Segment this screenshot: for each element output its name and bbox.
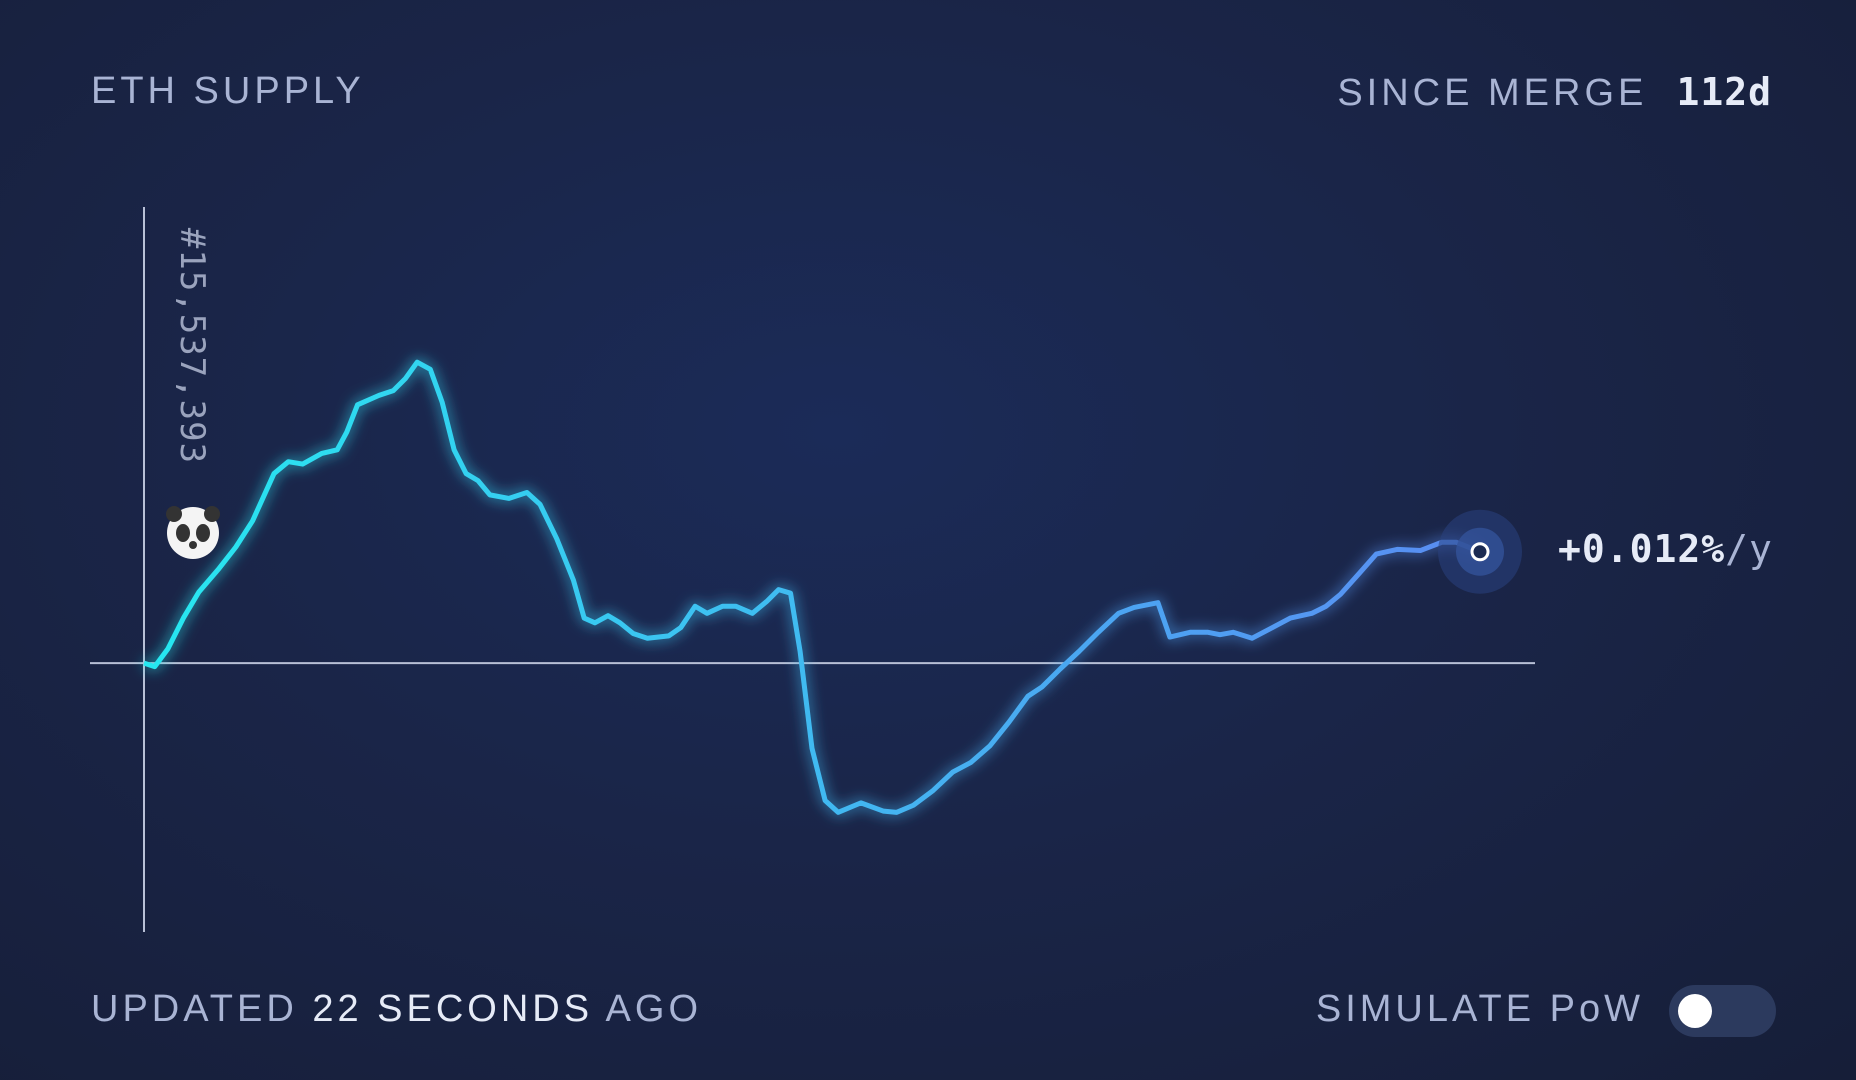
since-label: SINCE MERGE	[1337, 72, 1648, 114]
toggle-label: SIMULATE PoW	[1315, 988, 1644, 1030]
supply-line	[143, 359, 1481, 815]
updated: UPDATED 22 SECONDS AGO	[91, 988, 702, 1031]
widget-title: ETH SUPPLY	[91, 70, 365, 112]
rate-unit: /y	[1725, 527, 1773, 571]
since-value: 112d	[1676, 70, 1772, 114]
pow-toggle[interactable]	[1669, 985, 1776, 1037]
rate-label: +0.012%/y	[1558, 527, 1773, 571]
updated-time: 22 SECONDS	[312, 988, 594, 1030]
rate-value: +0.012%	[1558, 527, 1726, 571]
updated-prefix: UPDATED	[91, 988, 298, 1030]
merge-block-label: #15,537,393	[172, 227, 212, 465]
since-merge: SINCE MERGE 112d	[1337, 70, 1772, 115]
end-point	[1470, 542, 1490, 562]
toggle-knob	[1678, 994, 1712, 1028]
panda-icon	[166, 506, 220, 559]
updated-suffix: AGO	[605, 988, 703, 1030]
